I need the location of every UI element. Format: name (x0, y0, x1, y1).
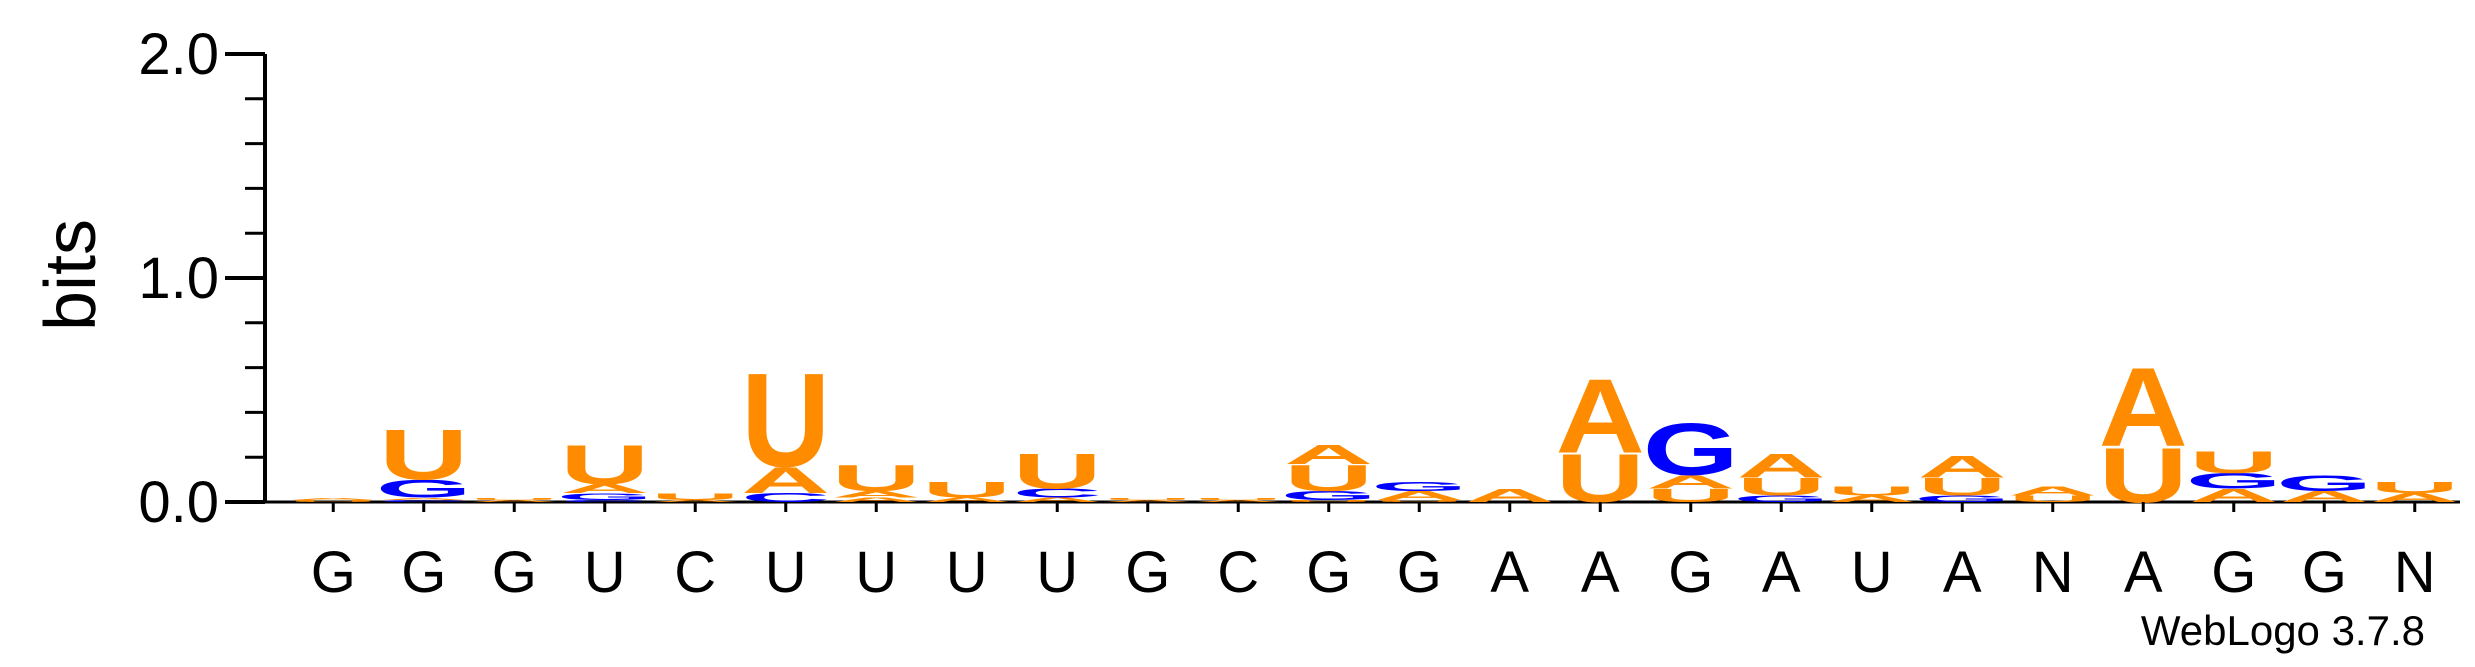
logo-letter-u: U (1737, 473, 1826, 501)
logo-letter-a: A (1103, 499, 1192, 502)
logo-letter-c: C (741, 491, 830, 505)
logo-letter-a: A (1465, 485, 1554, 506)
x-tick-label: A (1943, 540, 1982, 605)
x-tick-label: G (2211, 540, 2256, 605)
x-tick-label: C (1217, 540, 1259, 605)
x-tick-label: C (674, 540, 716, 605)
logo-letter-u: U (651, 491, 740, 501)
logo-letter-u: U (922, 478, 1011, 502)
logo-letter-a: A (1737, 447, 1826, 485)
logo-letter-a: A (1013, 496, 1102, 503)
logo-letter-a: A (1284, 439, 1373, 470)
logo-letter-u: U (1103, 497, 1192, 500)
logo-letter-u: U (1375, 499, 1464, 502)
logo-letter-a: A (2099, 344, 2188, 469)
y-axis-title: bits (31, 219, 111, 331)
weblogo-version-label: WebLogo 3.7.8 (2141, 607, 2425, 654)
logo-letter-a: A (1556, 358, 1645, 476)
logo-letter-a: A (1375, 489, 1464, 503)
y-tick-label: 1.0 (138, 246, 219, 311)
logo-letter-a: A (289, 497, 378, 500)
logo-letter-u: U (1013, 444, 1102, 500)
x-tick-label: U (1851, 540, 1893, 605)
logo-letter-a: A (651, 499, 740, 502)
x-tick-label: G (401, 540, 446, 605)
logo-letter-a: A (379, 497, 468, 500)
logo-letter-u: U (289, 499, 378, 502)
logo-letter-a: A (832, 489, 921, 499)
x-tick-label: N (2394, 540, 2436, 605)
x-tick-label: A (1581, 540, 1620, 605)
logo-letter-u: U (1284, 457, 1373, 499)
x-tick-label: G (1306, 540, 1351, 605)
logo-letter-g: G (1281, 489, 1377, 503)
logo-letter-u: U (560, 434, 649, 496)
logo-letter-g: G (1371, 480, 1467, 494)
x-tick-label: G (492, 540, 537, 605)
logo-letter-g: G (1643, 408, 1739, 491)
logo-letter-g: G (376, 475, 472, 503)
logo-letter-a: A (741, 459, 830, 501)
logo-letter-u: U (2189, 445, 2278, 480)
logo-letter-a: A (2189, 485, 2278, 506)
logo-letter-a: A (922, 496, 1011, 503)
logo-letter-g: G (1733, 494, 1829, 504)
logo-letter-a: A (2008, 484, 2097, 498)
logo-letter-c: C (560, 499, 649, 502)
logo-letter-a: A (560, 482, 649, 496)
logo-letter-a: A (832, 496, 921, 503)
logo-letter-u: U (1194, 497, 1283, 500)
logo-letter-a: A (1194, 499, 1283, 502)
logo-letter-u: U (1827, 484, 1916, 498)
logo-letter-u: U (379, 416, 468, 495)
logo-letter-a: A (470, 499, 559, 502)
axes: 0.0 1.0 2.0 (138, 22, 2460, 535)
logo-letter-u: U (832, 457, 921, 499)
logo-letter-u: U (2370, 479, 2459, 496)
logo-letter-g: G (557, 491, 653, 501)
x-tick-label: U (584, 540, 626, 605)
y-tick-label: 0.0 (138, 470, 219, 535)
logo-letter-u: U (1646, 485, 1735, 506)
x-tick-label: N (2032, 540, 2074, 605)
x-tick-label: G (2302, 540, 2347, 605)
x-tick-label: U (855, 540, 897, 605)
logo-letter-u: U (1918, 473, 2007, 501)
logo-letter-g: G (2186, 469, 2282, 493)
y-tick-label: 2.0 (138, 22, 219, 87)
logo-letter-c: C (1013, 486, 1102, 500)
logo-letter-u: U (470, 497, 559, 500)
logo-letter-g: G (2276, 471, 2372, 495)
logo-letter-g: G (1914, 494, 2010, 504)
x-tick-label: G (1668, 540, 1713, 605)
logo-letter-a: A (2370, 491, 2459, 505)
x-tick-label: U (1036, 540, 1078, 605)
logo-letter-a: A (1827, 494, 1916, 504)
x-tick-label: G (1125, 540, 1170, 605)
logo-letter-c: C (379, 499, 468, 502)
logo-letter-a: A (2280, 488, 2369, 505)
x-tick-label: U (765, 540, 807, 605)
x-tick-label: G (1397, 540, 1442, 605)
x-tick-label: A (2124, 540, 2163, 605)
x-tick-label: U (946, 540, 988, 605)
x-tick-label: A (1762, 540, 1801, 605)
logo-letter-u: U (2008, 494, 2097, 504)
logo-letter-u: U (741, 346, 830, 496)
logo-letter-u: U (1284, 499, 1373, 502)
logo-letter-a: A (1646, 472, 1735, 493)
x-tick-label: G (311, 540, 356, 605)
logo-letter-a: A (1918, 449, 2007, 484)
x-tick-label: A (1490, 540, 1529, 605)
